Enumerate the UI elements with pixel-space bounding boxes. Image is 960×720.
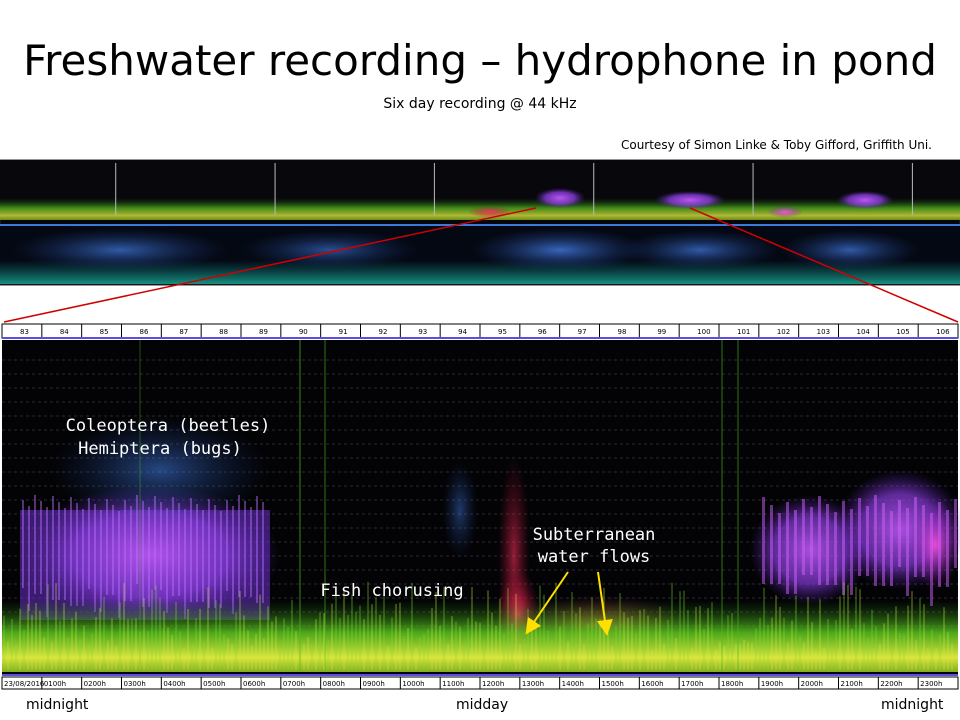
label-midnight-left: midnight — [26, 697, 89, 713]
overview-day-markers — [115, 163, 913, 215]
slide-subtitle: Six day recording @ 44 kHz — [383, 96, 577, 112]
zoom-connector-left — [3, 207, 537, 323]
zoom-ruler-label: 98 — [618, 328, 627, 336]
label-midnight-right: midnight — [881, 697, 944, 713]
time-ruler-label: 1700h — [681, 680, 703, 688]
zoom-ruler-label: 87 — [179, 328, 188, 336]
annotation-water-flows: water flows — [538, 547, 651, 567]
time-ruler-label: 0900h — [363, 680, 385, 688]
annotation-fish-chorusing: Fish chorusing — [320, 581, 463, 601]
zoom-ruler-label: 102 — [777, 328, 790, 336]
time-ruler-label: 0500h — [203, 680, 225, 688]
zoom-ruler-label: 103 — [817, 328, 830, 336]
zoom-ruler-label: 84 — [60, 328, 69, 336]
zoom-ruler-label: 99 — [657, 328, 666, 336]
time-ruler-label: 1800h — [721, 680, 743, 688]
annotation-subterranean: Subterranean — [533, 525, 656, 545]
zoom-ruler-label: 94 — [458, 328, 467, 336]
zoom-ruler-label: 85 — [100, 328, 109, 336]
zoom-ruler-label: 90 — [299, 328, 308, 336]
time-ruler-label: 0400h — [163, 680, 185, 688]
time-ruler-label: 1400h — [562, 680, 584, 688]
zoom-ruler-label: 101 — [737, 328, 750, 336]
time-ruler-label: 2100h — [841, 680, 863, 688]
annotation-hemiptera: Hemiptera (bugs) — [78, 439, 242, 459]
time-ruler-label: 2000h — [801, 680, 823, 688]
zoom-ruler: 83 84 85 86 87 88 89 90 91 92 93 94 95 96 97 98 99 100 101… — [1, 323, 959, 339]
label-midday: midday — [456, 697, 509, 713]
time-ruler-label: 2200h — [880, 680, 902, 688]
zoom-connector-right — [689, 207, 959, 323]
water-flow-arrow-left — [525, 571, 569, 635]
time-ruler: 23/08/2016 0100h 0200h 0300h 0400h 0500h 0600h… — [1, 674, 959, 690]
annotation-coleoptera: Coleoptera (beetles) — [66, 416, 271, 436]
time-ruler-label: 1000h — [402, 680, 424, 688]
time-ruler-label: 0100h — [44, 680, 66, 688]
time-ruler-label: 1300h — [522, 680, 544, 688]
zoom-ruler-label: 92 — [379, 328, 388, 336]
courtesy-credit: Courtesy of Simon Linke & Toby Gifford, … — [620, 138, 932, 152]
time-ruler-label: 1900h — [761, 680, 783, 688]
zoom-ruler-label: 95 — [498, 328, 507, 336]
time-ruler-label: 0700h — [283, 680, 305, 688]
overview-spectrogram — [0, 159, 960, 286]
time-ruler-label: 1500h — [602, 680, 624, 688]
time-ruler-label: 0600h — [243, 680, 265, 688]
zoom-ruler-label: 97 — [578, 328, 587, 336]
zoom-ruler-label: 106 — [936, 328, 950, 336]
zoom-ruler-label: 88 — [219, 328, 228, 336]
zoomed-spectrogram — [2, 340, 960, 676]
slide-title: Freshwater recording – hydrophone in pon… — [23, 36, 937, 85]
zoom-ruler-label: 100 — [697, 328, 710, 336]
zoom-ruler-label: 83 — [20, 328, 29, 336]
zoom-ruler-label: 105 — [896, 328, 909, 336]
time-ruler-label: 1600h — [641, 680, 663, 688]
time-ruler-label: 23/08/2016 — [4, 680, 45, 688]
time-ruler-label: 1200h — [482, 680, 504, 688]
zoom-ruler-label: 93 — [418, 328, 427, 336]
time-ruler-label: 0300h — [124, 680, 146, 688]
time-ruler-label: 2300h — [920, 680, 942, 688]
zoom-ruler-label: 86 — [140, 328, 149, 336]
zoom-ruler-label: 89 — [259, 328, 268, 336]
water-flow-arrow-right — [596, 571, 613, 636]
time-ruler-label: 0800h — [323, 680, 345, 688]
time-ruler-label: 0200h — [84, 680, 106, 688]
time-ruler-label: 1100h — [442, 680, 464, 688]
zoom-ruler-label: 91 — [339, 328, 348, 336]
zoom-ruler-label: 96 — [538, 328, 547, 336]
zoom-ruler-label: 104 — [857, 328, 871, 336]
